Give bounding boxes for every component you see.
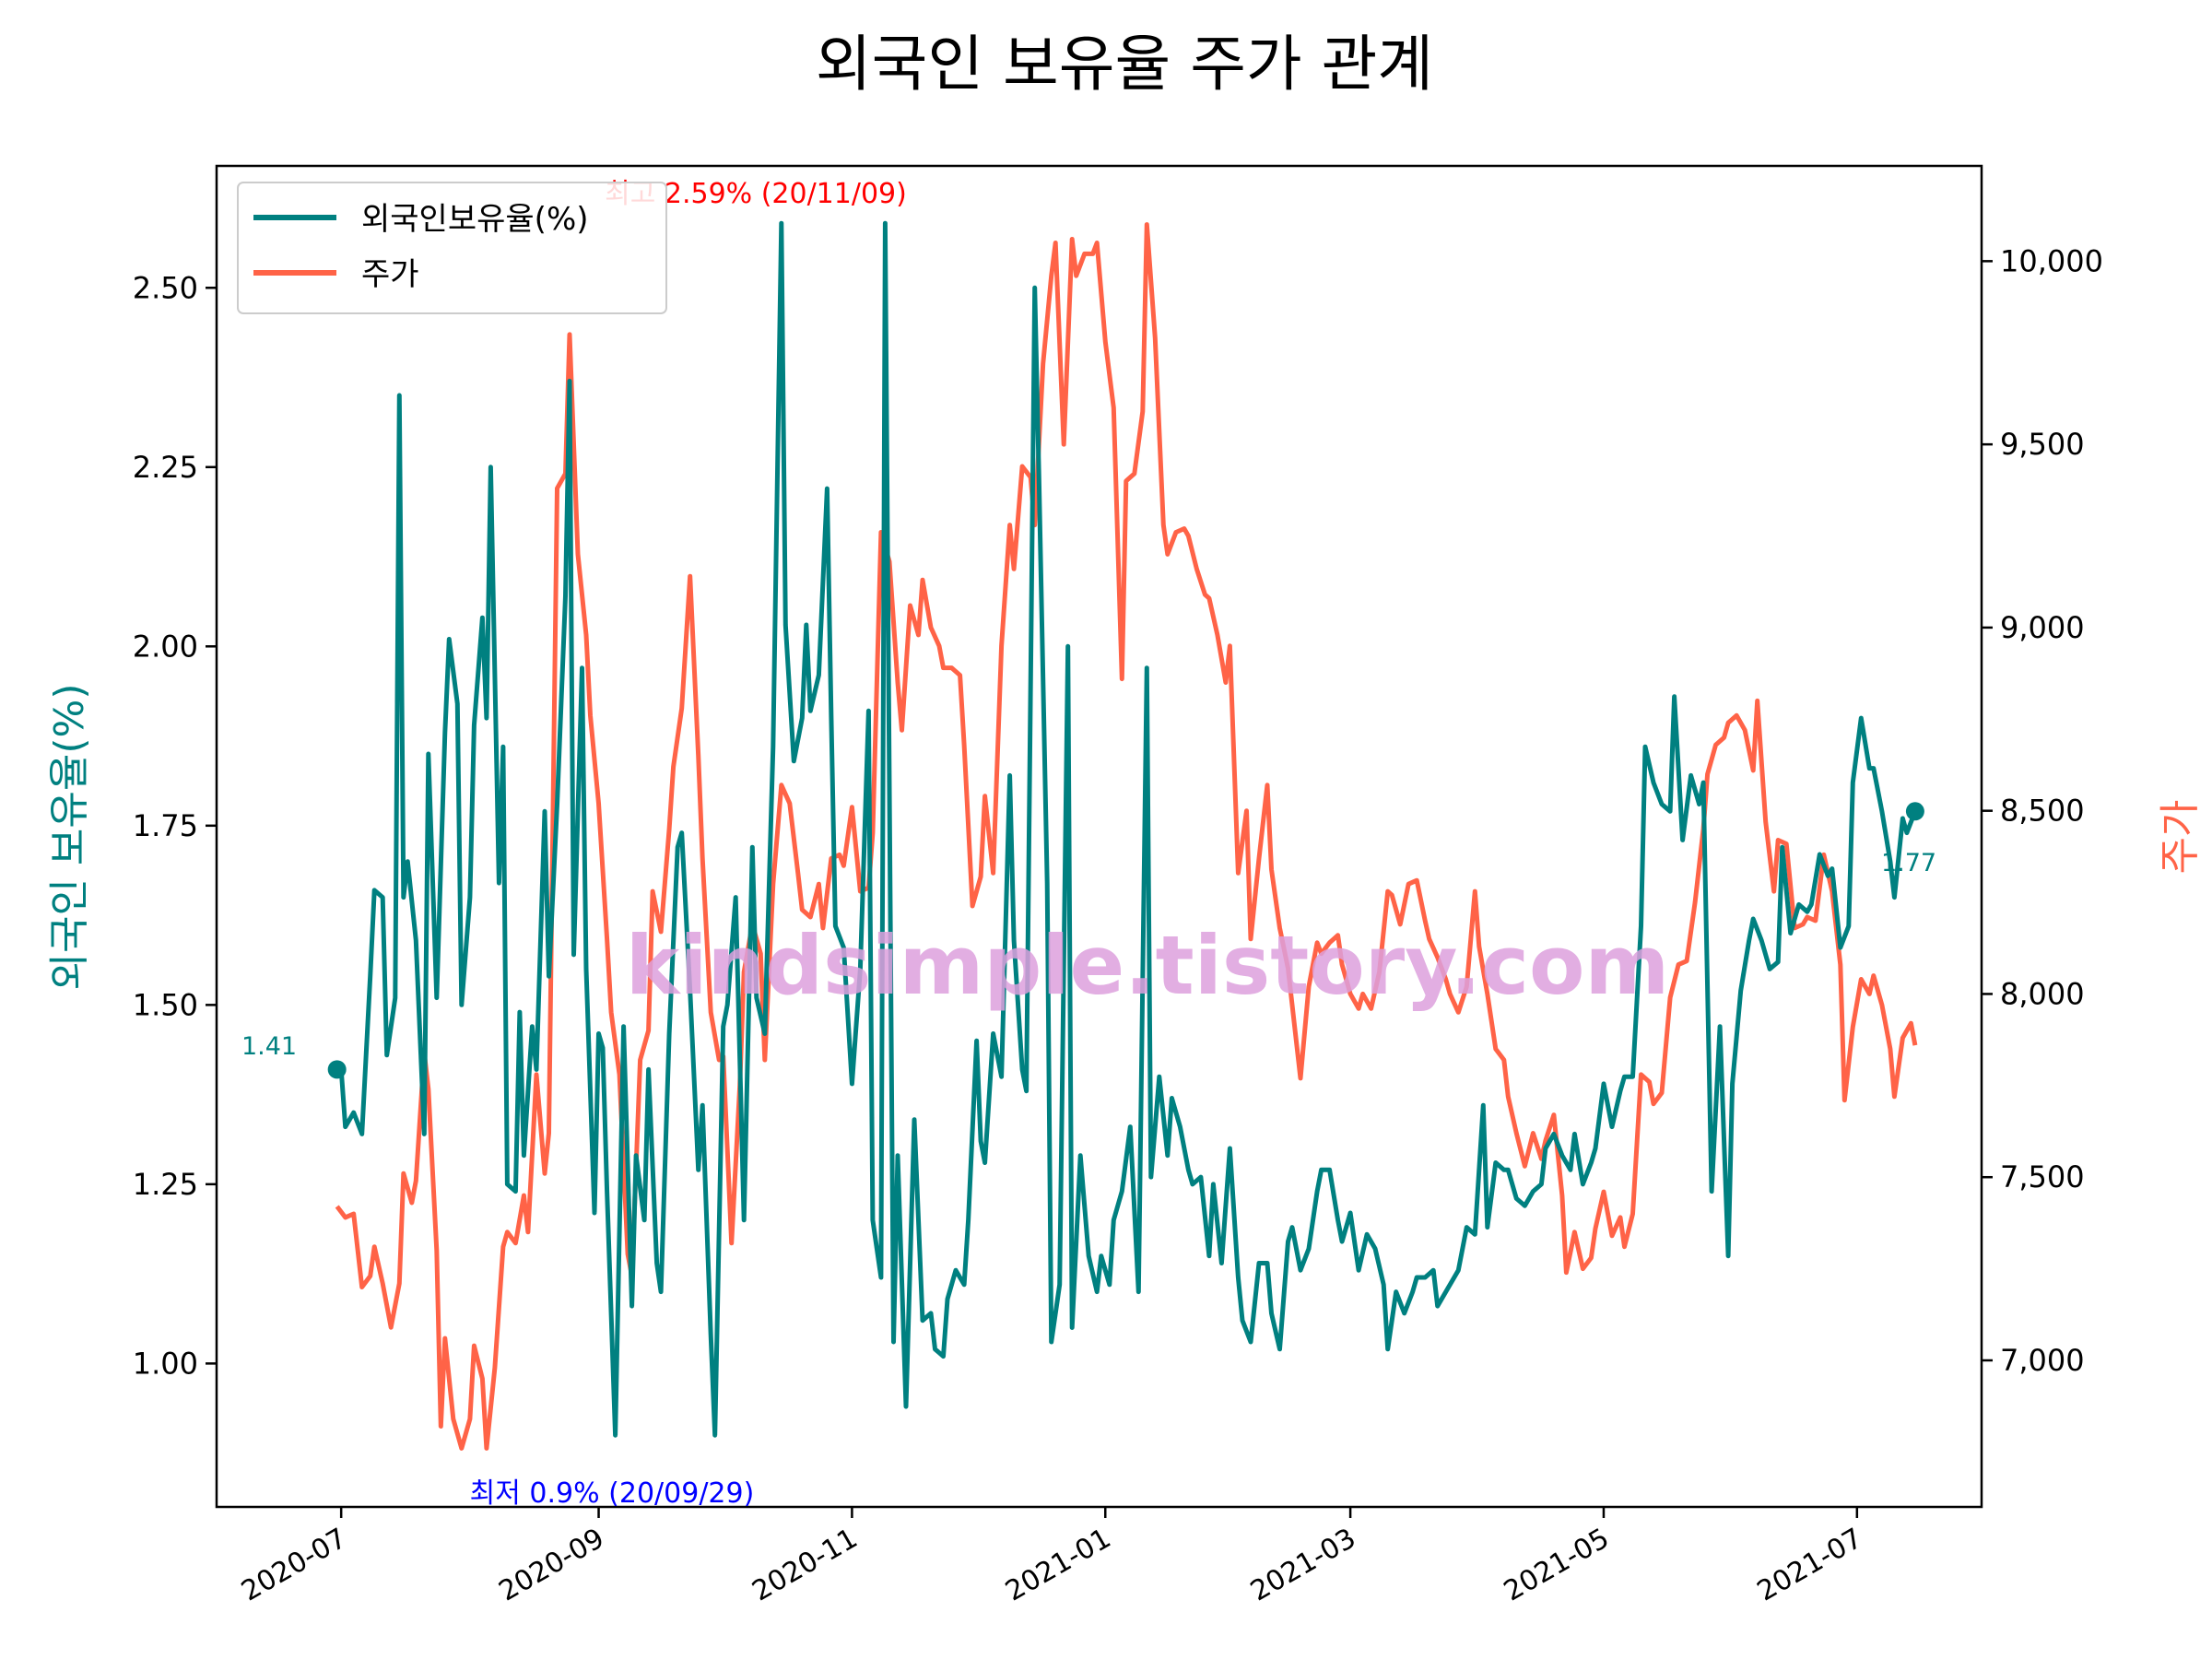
series-line-price	[335, 222, 1918, 1451]
y-right-tick-label: 10,000	[2000, 243, 2103, 278]
y-axis-right: 7,000 7,500 8,000 8,500 9,000 9,500 10,000	[1982, 243, 2103, 1378]
chart-title: 외국인 보유율 주가 관계	[816, 29, 1433, 100]
y-left-tick-label: 1.50	[133, 987, 198, 1022]
plot-area	[215, 164, 1983, 1509]
annotation-min: 최저 0.9% (20/09/29)	[470, 1477, 755, 1510]
legend: 외국인보유율(%) 주가	[237, 182, 667, 314]
y-left-tick-label: 1.75	[133, 808, 198, 843]
y-left-tick-label: 2.00	[133, 629, 198, 664]
y-right-tick-label: 8,000	[2000, 976, 2085, 1011]
y-left-tick-label: 1.00	[133, 1346, 198, 1381]
end-point-marker	[1905, 802, 1924, 821]
y-right-tick-label: 8,500	[2000, 794, 2085, 829]
plot-frame	[215, 164, 1983, 1509]
start-point-marker	[327, 1060, 347, 1079]
y-left-tick-label: 2.50	[133, 270, 198, 305]
y-right-tick-label: 9,500	[2000, 427, 2085, 462]
legend-label-price: 주가	[361, 256, 419, 293]
annotation-first: 1.41	[241, 1032, 297, 1061]
markers-layer	[327, 802, 1924, 1079]
annotation-last: 1.77	[1881, 849, 1936, 877]
y-left-tick-label: 2.25	[133, 450, 198, 485]
watermark-text: kindsimple.tistory.com	[626, 918, 1669, 1013]
y-right-tick-label: 9,000	[2000, 610, 2085, 645]
y-axis-left-label: 외국인 보유율(%)	[46, 683, 93, 990]
y-right-tick-label: 7,000	[2000, 1343, 2085, 1378]
series-line-foreign-ratio	[336, 220, 1918, 1438]
y-axis-right-label: 주가	[2157, 800, 2204, 875]
y-right-tick-label: 7,500	[2000, 1159, 2085, 1194]
y-axis-left: 1.00 1.25 1.50 1.75 2.00 2.25 2.50	[133, 270, 217, 1381]
series-layer	[335, 220, 1918, 1451]
legend-box	[237, 182, 667, 314]
y-left-tick-label: 1.25	[133, 1167, 198, 1202]
legend-label-foreign-ratio: 외국인보유율(%)	[361, 201, 589, 238]
